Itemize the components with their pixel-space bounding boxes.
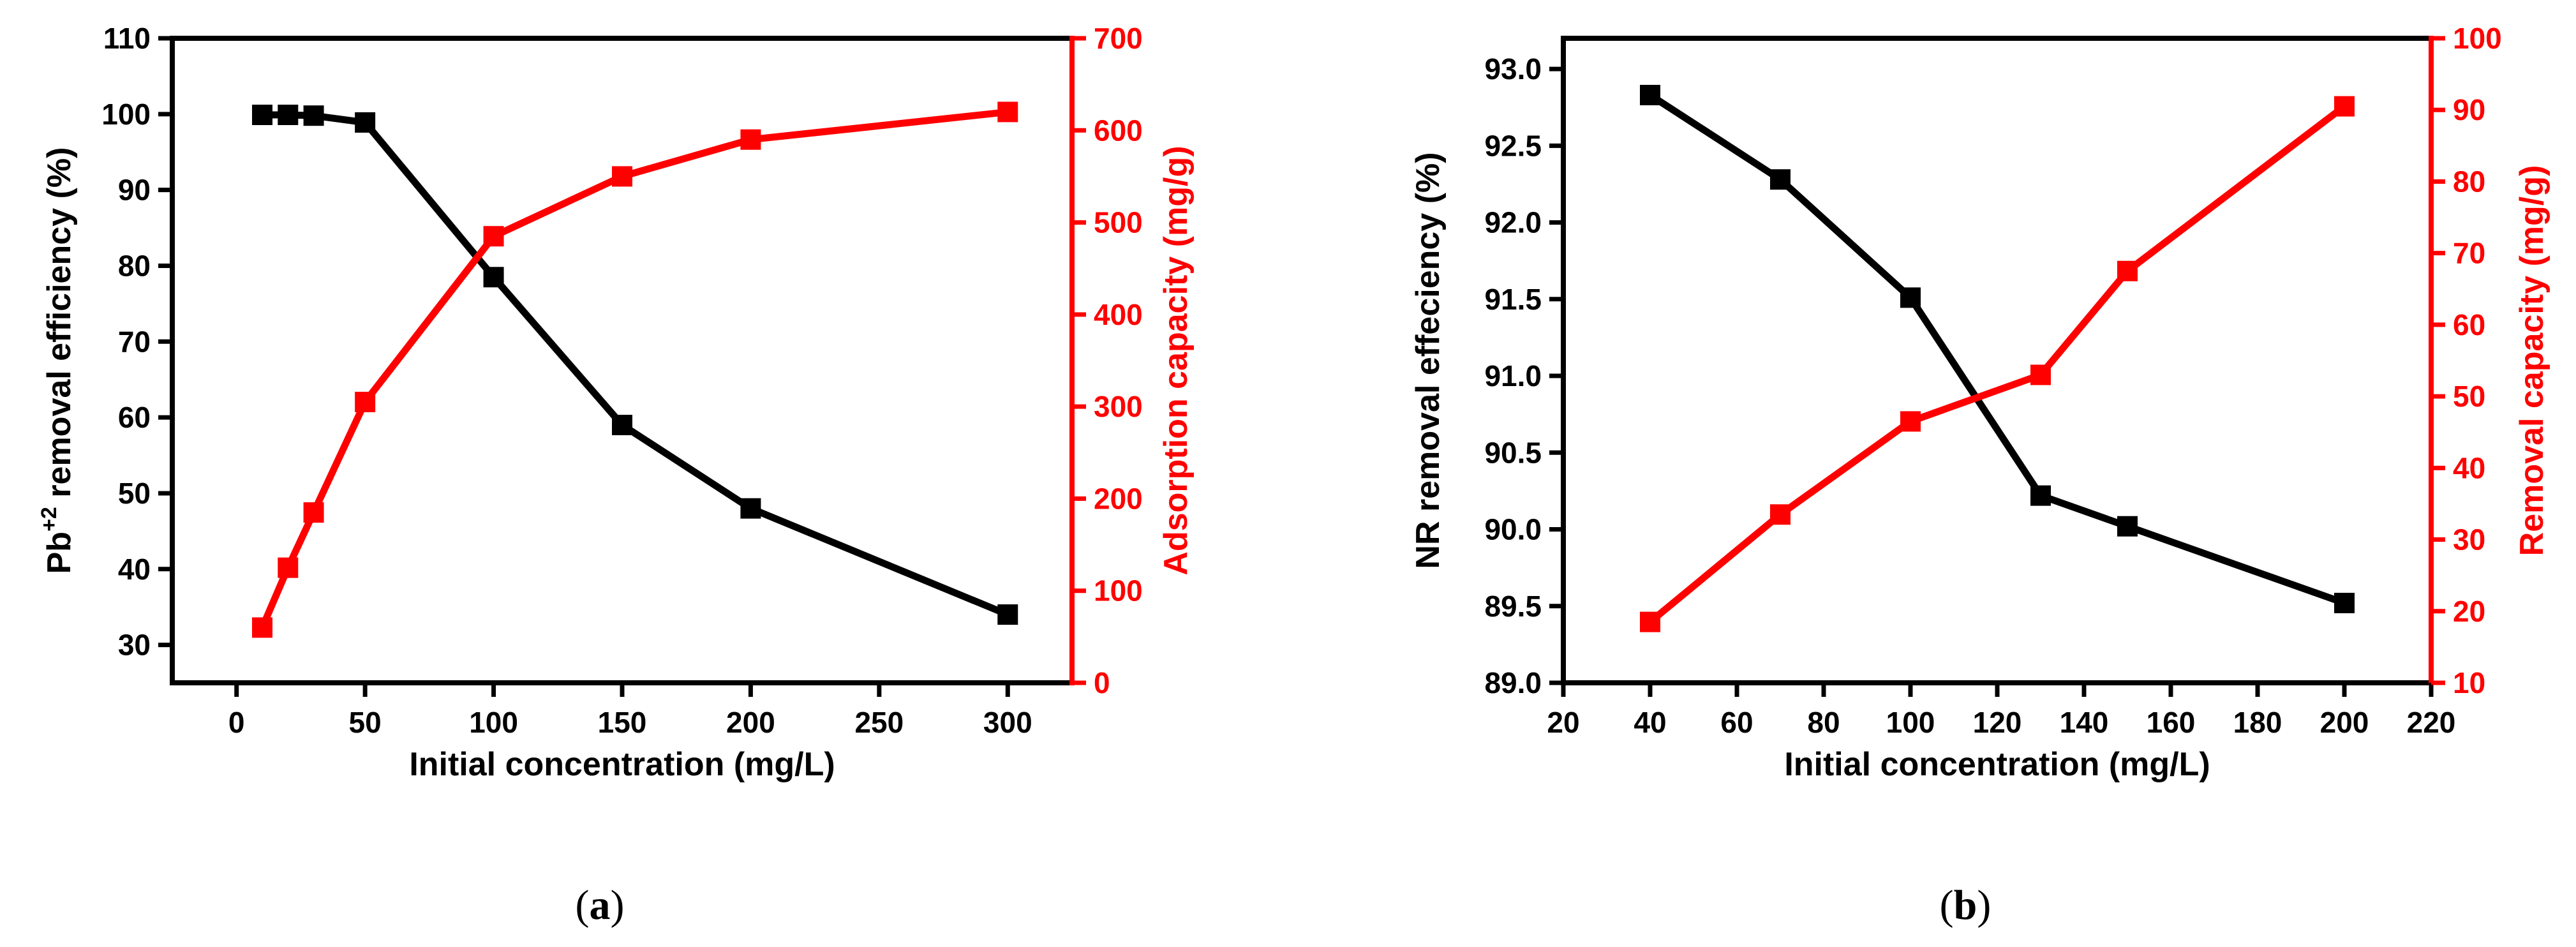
series-0-point <box>2117 516 2138 537</box>
y-right-tick-label: 300 <box>1094 390 1143 423</box>
x-tick-label: 250 <box>854 706 904 739</box>
y-left-tick-label: 92.5 <box>1484 129 1542 162</box>
x-tick-label: 40 <box>1634 706 1666 739</box>
y-left-tick-label: 60 <box>118 401 151 434</box>
x-tick-label: 220 <box>2407 706 2456 739</box>
y-right-axis-title: Adsorption capacity (mg/g) <box>1158 145 1195 575</box>
series-1-point <box>483 226 504 247</box>
y-left-tick-label: 70 <box>118 325 151 358</box>
x-tick-label: 100 <box>469 706 518 739</box>
y-left-tick-label: 89.5 <box>1484 590 1542 623</box>
chart-0: 0 50 100 150 200 250 300 30 40 50 60 70 80 90 100 110 0 1… <box>37 22 1195 928</box>
x-tick-label: 160 <box>2147 706 2196 739</box>
x-tick-label: 60 <box>1720 706 1753 739</box>
subfigure-caption: (a) <box>576 882 625 928</box>
y-left-axis-title: Pb+2 removal efficiency (%) <box>37 147 78 574</box>
y-right-tick-label: 200 <box>1094 482 1143 515</box>
y-left-tick-label: 93.0 <box>1484 52 1542 86</box>
series-0-point <box>1640 84 1660 105</box>
series-0-point <box>1900 287 1921 308</box>
y-right-tick-label: 100 <box>1094 574 1143 608</box>
y-right-tick-label: 700 <box>1094 22 1143 55</box>
y-left-tick-label: 92.0 <box>1484 206 1542 239</box>
chart-1: 20 40 60 80 100 120 140 160 180 200 220 89.0 89.5 90.… <box>1410 22 2550 928</box>
x-tick-label: 50 <box>349 706 382 739</box>
series-1-point <box>1900 411 1921 432</box>
series-0-point <box>483 267 504 288</box>
x-tick-label: 80 <box>1807 706 1840 739</box>
x-tick-label: 100 <box>1886 706 1935 739</box>
y-right-tick-label: 10 <box>2453 666 2485 699</box>
series-1-point <box>303 502 324 523</box>
y-right-tick-label: 400 <box>1094 298 1143 331</box>
y-left-tick-label: 90.5 <box>1484 436 1542 469</box>
x-tick-label: 0 <box>228 706 245 739</box>
y-right-tick-label: 500 <box>1094 206 1143 239</box>
y-left-tick-label: 110 <box>103 22 151 55</box>
y-right-tick-label: 20 <box>2453 595 2485 628</box>
y-left-tick-label: 80 <box>118 249 151 282</box>
series-0-point <box>355 112 376 133</box>
y-right-tick-label: 30 <box>2453 523 2485 556</box>
y-right-tick-label: 0 <box>1094 666 1110 699</box>
y-right-tick-label: 600 <box>1094 114 1143 147</box>
series-line-1 <box>258 108 1008 629</box>
y-right-tick-label: 80 <box>2453 165 2485 198</box>
x-axis-title: Initial concentration (mg/L) <box>409 746 835 783</box>
y-right-axis-title: Removal capacity (mg/g) <box>2513 165 2550 556</box>
x-axis-title: Initial concentration (mg/L) <box>1784 746 2210 783</box>
y-left-tick-label: 91.0 <box>1484 359 1542 392</box>
x-tick-label: 120 <box>1973 706 2022 739</box>
x-tick-label: 150 <box>598 706 647 739</box>
series-1-point <box>355 391 376 412</box>
series-0-point <box>278 105 299 126</box>
y-right-tick-label: 70 <box>2453 237 2485 270</box>
x-tick-label: 20 <box>1547 706 1579 739</box>
series-0-point <box>1770 169 1791 190</box>
series-1-point <box>612 166 632 187</box>
series-1-point <box>2117 260 2138 281</box>
y-left-tick-label: 40 <box>118 553 151 586</box>
series-0-point <box>997 604 1018 625</box>
x-tick-label: 300 <box>983 706 1032 739</box>
series-line-1 <box>1648 103 2347 625</box>
y-left-tick-label: 90 <box>118 174 151 207</box>
series-1-point <box>278 557 299 578</box>
x-tick-label: 140 <box>2060 706 2109 739</box>
series-0-point <box>252 105 272 126</box>
series-1-point <box>997 101 1018 123</box>
y-left-tick-label: 89.0 <box>1484 666 1542 699</box>
series-line-0 <box>262 111 1009 618</box>
subfigure-caption: (b) <box>1940 882 1992 928</box>
x-tick-label: 200 <box>2320 706 2369 739</box>
series-0-point <box>612 415 632 435</box>
series-1-point <box>1640 611 1660 632</box>
y-left-tick-label: 50 <box>118 477 151 510</box>
series-1-point <box>2334 96 2355 117</box>
series-1-point <box>252 617 272 638</box>
y-right-tick-label: 60 <box>2453 308 2485 341</box>
y-right-tick-label: 100 <box>2453 22 2502 55</box>
x-tick-label: 200 <box>726 706 775 739</box>
series-0-point <box>740 498 761 519</box>
y-left-tick-label: 30 <box>118 629 151 662</box>
series-0-point <box>2334 592 2355 613</box>
series-line-0 <box>1648 92 2346 607</box>
y-right-tick-label: 40 <box>2453 451 2485 484</box>
y-right-tick-label: 90 <box>2453 93 2485 126</box>
y-left-axis-title: NR removal effeciency (%) <box>1410 152 1447 569</box>
y-left-tick-label: 100 <box>101 98 151 131</box>
x-tick-label: 180 <box>2233 706 2282 739</box>
series-1-point <box>1770 504 1791 525</box>
series-1-point <box>2030 364 2051 385</box>
y-right-tick-label: 50 <box>2453 380 2485 413</box>
series-0-point <box>2030 485 2051 506</box>
y-left-tick-label: 90.0 <box>1484 513 1542 546</box>
series-1-point <box>740 129 761 150</box>
series-0-point <box>303 105 324 126</box>
y-left-tick-label: 91.5 <box>1484 283 1542 316</box>
